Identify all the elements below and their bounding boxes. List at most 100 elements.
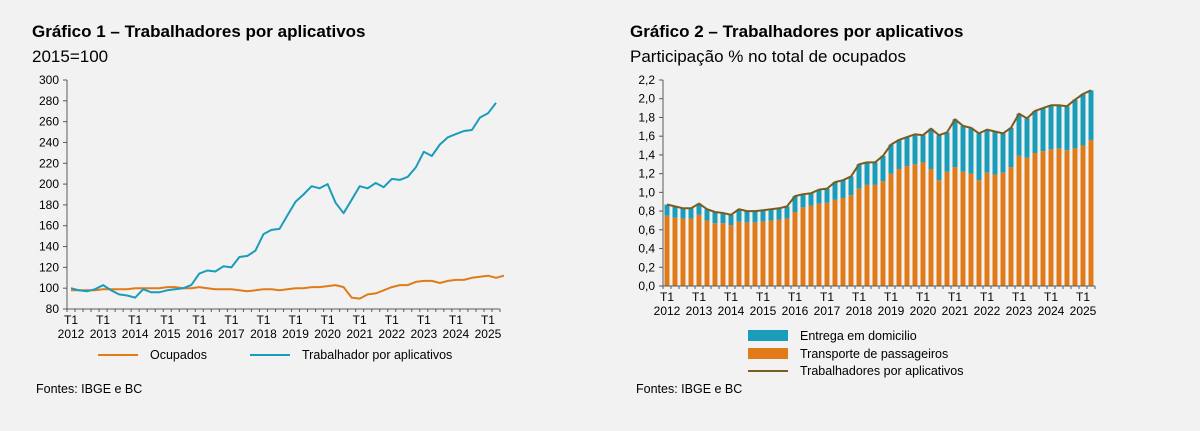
bar-entrega-domicilio (792, 196, 798, 213)
bar-transporte-passageiros (968, 173, 974, 286)
bar-entrega-domicilio (928, 128, 934, 169)
chart2-y-tick-label: 2,2 (638, 73, 655, 87)
bar-entrega-domicilio (1080, 94, 1086, 146)
bar-entrega-domicilio (832, 182, 838, 200)
chart2-x-year-label: 2015 (750, 304, 777, 318)
bar-transporte-passageiros (736, 221, 742, 286)
bar-transporte-passageiros (952, 167, 958, 286)
bar-entrega-domicilio (1040, 108, 1046, 152)
chart1-x-year-label: 2019 (282, 327, 309, 341)
chart-panel-2: Gráfico 2 – Trabalhadores por aplicativo… (600, 0, 1200, 431)
chart1-source: Fontes: IBGE e BC (36, 382, 143, 396)
bar-transporte-passageiros (1032, 153, 1038, 286)
chart1-x-year-label: 2024 (443, 327, 470, 341)
chart2-y-tick-label: 0,8 (638, 204, 655, 218)
bar-transporte-passageiros (1008, 167, 1014, 286)
chart2-x-quarter-label: T1 (916, 290, 930, 304)
legend-label-entrega-domicilio: Entrega em domicilio (800, 329, 917, 343)
legend-label-trabalhador-aplicativos: Trabalhador por aplicativos (302, 348, 452, 362)
bar-entrega-domicilio (880, 155, 886, 182)
bar-transporte-passageiros (784, 218, 790, 286)
bar-transporte-passageiros (896, 168, 902, 286)
chart2-y-tick-label: 0,0 (638, 279, 655, 293)
bar-entrega-domicilio (1024, 118, 1030, 158)
bar-entrega-domicilio (848, 176, 854, 196)
chart1-y-tick-label: 300 (39, 73, 59, 87)
bar-entrega-domicilio (920, 135, 926, 163)
bar-transporte-passageiros (1088, 139, 1094, 286)
chart1-x-quarter-label: T1 (64, 313, 78, 327)
bar-entrega-domicilio (816, 189, 822, 204)
bar-transporte-passageiros (688, 218, 694, 286)
bar-transporte-passageiros (768, 220, 774, 286)
bar-transporte-passageiros (808, 205, 814, 286)
chart2-y-tick-label: 0,6 (638, 223, 655, 237)
bar-transporte-passageiros (680, 218, 686, 286)
chart1-y-tick-label: 220 (39, 156, 59, 170)
series-line-trabalhador-aplicativos (70, 102, 497, 299)
chart2-x-year-label: 2019 (878, 304, 905, 318)
bar-transporte-passageiros (728, 225, 734, 286)
legend-label-trabalhadores-aplicativos: Trabalhadores por aplicativos (800, 364, 964, 378)
bar-entrega-domicilio (800, 194, 806, 208)
chart2-x-quarter-label: T1 (692, 290, 706, 304)
bar-transporte-passageiros (872, 184, 878, 286)
bar-entrega-domicilio (808, 193, 814, 206)
chart1-y-tick-label: 240 (39, 135, 59, 149)
bar-transporte-passageiros (1080, 145, 1086, 286)
chart1-x-year-label: 2025 (475, 327, 502, 341)
bar-entrega-domicilio (904, 137, 910, 167)
chart1-x-year-label: 2018 (250, 327, 277, 341)
chart2-x-year-label: 2018 (846, 304, 873, 318)
bar-transporte-passageiros (1040, 151, 1046, 286)
chart1-title: Gráfico 1 – Trabalhadores por aplicativo… (32, 22, 366, 41)
bar-entrega-domicilio (776, 208, 782, 220)
bar-transporte-passageiros (792, 212, 798, 286)
bar-transporte-passageiros (992, 174, 998, 286)
chart1-x-quarter-label: T1 (224, 313, 238, 327)
bar-transporte-passageiros (696, 214, 702, 286)
bar-entrega-domicilio (744, 211, 750, 223)
chart1-x-year-label: 2013 (90, 327, 117, 341)
chart1-x-quarter-label: T1 (385, 313, 399, 327)
chart1-y-tick-label: 280 (39, 94, 59, 108)
bar-transporte-passageiros (1072, 148, 1078, 286)
chart1-y-tick-label: 80 (46, 302, 60, 316)
chart1-x-quarter-label: T1 (289, 313, 303, 327)
chart2-x-year-label: 2020 (910, 304, 937, 318)
chart2-x-year-label: 2016 (782, 304, 809, 318)
bar-transporte-passageiros (936, 180, 942, 286)
chart1-x-year-label: 2017 (218, 327, 245, 341)
bar-entrega-domicilio (984, 129, 990, 173)
bar-transporte-passageiros (1016, 155, 1022, 286)
bar-entrega-domicilio (1088, 90, 1094, 140)
bar-transporte-passageiros (1048, 149, 1054, 286)
bar-transporte-passageiros (944, 171, 950, 286)
bar-transporte-passageiros (912, 164, 918, 286)
chart1-y-tick-label: 160 (39, 219, 59, 233)
legend-swatch-transporte-passageiros (748, 348, 788, 359)
bar-transporte-passageiros (760, 221, 766, 286)
chart2-x-quarter-label: T1 (884, 290, 898, 304)
chart2-x-quarter-label: T1 (660, 290, 674, 304)
bar-transporte-passageiros (1056, 148, 1062, 286)
chart1-x-year-label: 2014 (122, 327, 149, 341)
chart1-x-year-label: 2020 (314, 327, 341, 341)
bar-transporte-passageiros (920, 162, 926, 286)
chart2-title: Gráfico 2 – Trabalhadores por aplicativo… (630, 22, 964, 41)
bar-entrega-domicilio (1056, 105, 1062, 149)
bar-entrega-domicilio (840, 180, 846, 198)
bar-entrega-domicilio (992, 131, 998, 175)
bar-transporte-passageiros (880, 181, 886, 286)
bar-entrega-domicilio (1064, 106, 1070, 151)
bar-entrega-domicilio (976, 133, 982, 181)
bar-entrega-domicilio (888, 144, 894, 174)
series-line-trabalhadores-aplicativos (666, 89, 1092, 216)
chart2-x-quarter-label: T1 (948, 290, 962, 304)
bar-transporte-passageiros (800, 207, 806, 286)
chart2-svg: 0,00,20,40,60,81,01,21,41,61,82,02,2T120… (638, 73, 1096, 378)
chart2-x-quarter-label: T1 (852, 290, 866, 304)
chart2-x-quarter-label: T1 (1076, 290, 1090, 304)
bar-entrega-domicilio (712, 212, 718, 224)
bar-transporte-passageiros (776, 219, 782, 286)
